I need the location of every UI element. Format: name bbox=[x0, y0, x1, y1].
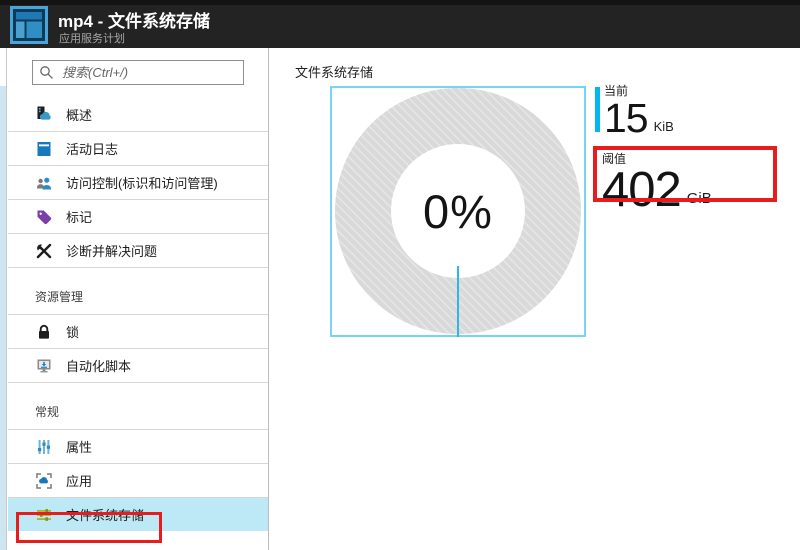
menu-list: 概述 活动日志 访问控制(标识和访问管理) bbox=[8, 97, 268, 531]
lock-icon bbox=[39, 324, 49, 339]
sidebar-item-properties[interactable]: 属性 bbox=[8, 429, 268, 463]
collapsed-blade-strip[interactable] bbox=[0, 48, 7, 550]
donut-percent-label: 0% bbox=[423, 185, 493, 238]
automation-script-icon bbox=[37, 359, 51, 372]
sidebar-item-label: 概述 bbox=[66, 107, 93, 123]
page-subtitle: 应用服务计划 bbox=[59, 33, 125, 45]
sidebar-item-locks[interactable]: 锁 bbox=[8, 314, 268, 348]
tag-icon bbox=[37, 210, 52, 224]
properties-icon bbox=[38, 439, 50, 454]
file-storage-donut-chart[interactable]: 0% bbox=[330, 86, 586, 337]
header-top-stripe bbox=[0, 0, 800, 5]
sidebar-item-activity-log[interactable]: 活动日志 bbox=[8, 131, 268, 165]
section-label: 常规 bbox=[35, 405, 60, 419]
sidebar-item-file-system-storage[interactable]: 文件系统存储 bbox=[8, 497, 268, 531]
stat-current-label: 当前 bbox=[604, 84, 629, 98]
search-icon bbox=[40, 66, 53, 79]
menu-search-box[interactable] bbox=[32, 60, 244, 85]
sidebar-item-tags[interactable]: 标记 bbox=[8, 199, 268, 233]
page-title: mp4 - 文件系统存储 bbox=[58, 12, 211, 31]
menu-section-resource-management: 资源管理 bbox=[8, 267, 268, 314]
donut-zero-tick bbox=[457, 266, 459, 337]
blade-header: mp4 - 文件系统存储 应用服务计划 bbox=[0, 0, 800, 48]
search-input[interactable] bbox=[62, 65, 237, 80]
blade-menu: 概述 活动日志 访问控制(标识和访问管理) bbox=[8, 48, 269, 550]
sidebar-item-apps[interactable]: 应用 bbox=[8, 463, 268, 497]
app-service-plan-icon bbox=[10, 6, 48, 44]
sidebar-item-label: 属性 bbox=[66, 440, 93, 455]
activity-log-icon bbox=[37, 141, 51, 156]
sidebar-item-label: 活动日志 bbox=[66, 142, 119, 157]
stat-current-value: 15 bbox=[604, 95, 649, 141]
file-system-storage-icon bbox=[37, 508, 51, 521]
collapsed-blade-strip-fill bbox=[0, 86, 6, 550]
sidebar-item-automation-script[interactable]: 自动化脚本 bbox=[8, 348, 268, 382]
stat-current-unit: KiB bbox=[653, 118, 674, 134]
apps-icon bbox=[36, 472, 52, 489]
sidebar-item-overview[interactable]: 概述 bbox=[8, 97, 268, 131]
section-label: 资源管理 bbox=[35, 290, 84, 304]
sidebar-item-label: 应用 bbox=[66, 474, 93, 489]
chart-section-title: 文件系统存储 bbox=[295, 65, 374, 80]
sidebar-item-label: 自动化脚本 bbox=[66, 359, 132, 374]
access-control-icon bbox=[37, 177, 51, 189]
sidebar-item-diagnose[interactable]: 诊断并解决问题 bbox=[8, 233, 268, 267]
sidebar-item-label: 锁 bbox=[66, 325, 80, 340]
stat-threshold-unit: GiB bbox=[686, 190, 712, 208]
menu-section-general: 常规 bbox=[8, 382, 268, 429]
sidebar-item-label: 访问控制(标识和访问管理) bbox=[66, 176, 218, 191]
current-accent-bar bbox=[595, 87, 600, 132]
sidebar-item-label: 诊断并解决问题 bbox=[66, 244, 158, 259]
stat-threshold-value: 402 bbox=[602, 163, 682, 217]
stat-threshold-label: 阈值 bbox=[602, 152, 627, 166]
stat-current: 当前 15 KiB bbox=[604, 82, 674, 138]
stat-threshold: 阈值 402 GiB bbox=[602, 150, 712, 217]
sidebar-item-label: 文件系统存储 bbox=[66, 508, 145, 523]
sidebar-item-label: 标记 bbox=[66, 210, 93, 225]
overview-icon bbox=[37, 106, 51, 120]
sidebar-item-access-control[interactable]: 访问控制(标识和访问管理) bbox=[8, 165, 268, 199]
diagnose-icon bbox=[36, 243, 52, 258]
